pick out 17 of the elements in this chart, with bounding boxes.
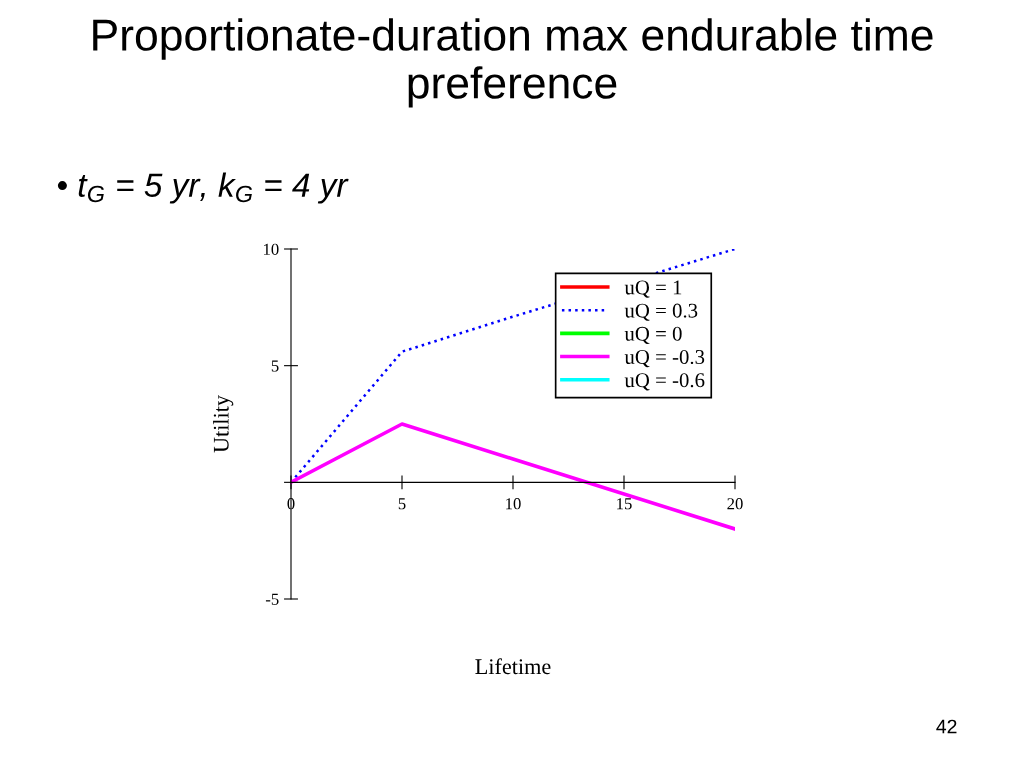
legend-label: uQ = 0 (624, 326, 682, 344)
y-tick-label: 5 (271, 360, 279, 372)
x-tick-label: 10 (506, 498, 521, 510)
y-tick-label: -5 (265, 593, 279, 605)
x-tick-label: 5 (398, 498, 406, 510)
x-tick-label: 15 (617, 498, 632, 510)
x-axis-title: Lifetime (475, 658, 551, 675)
chart-subtitle: • t$_{G}$ = 5 yr, k$_{G}$ = 4 yr (57, 172, 349, 204)
y-tick-label: 10 (263, 243, 279, 255)
text: 42 (936, 719, 957, 734)
legend-label: uQ = 1 (624, 280, 682, 298)
legend-label: uQ = -0.6 (624, 373, 705, 391)
legend-label: uQ = -0.3 (624, 349, 705, 368)
legend-label: uQ = 0.3 (624, 303, 698, 321)
chart-title: Proportionate-duration max endurable time preference (93, 18, 933, 108)
x-tick-label: 20 (727, 498, 743, 510)
y-axis-title: Utility (213, 395, 234, 453)
